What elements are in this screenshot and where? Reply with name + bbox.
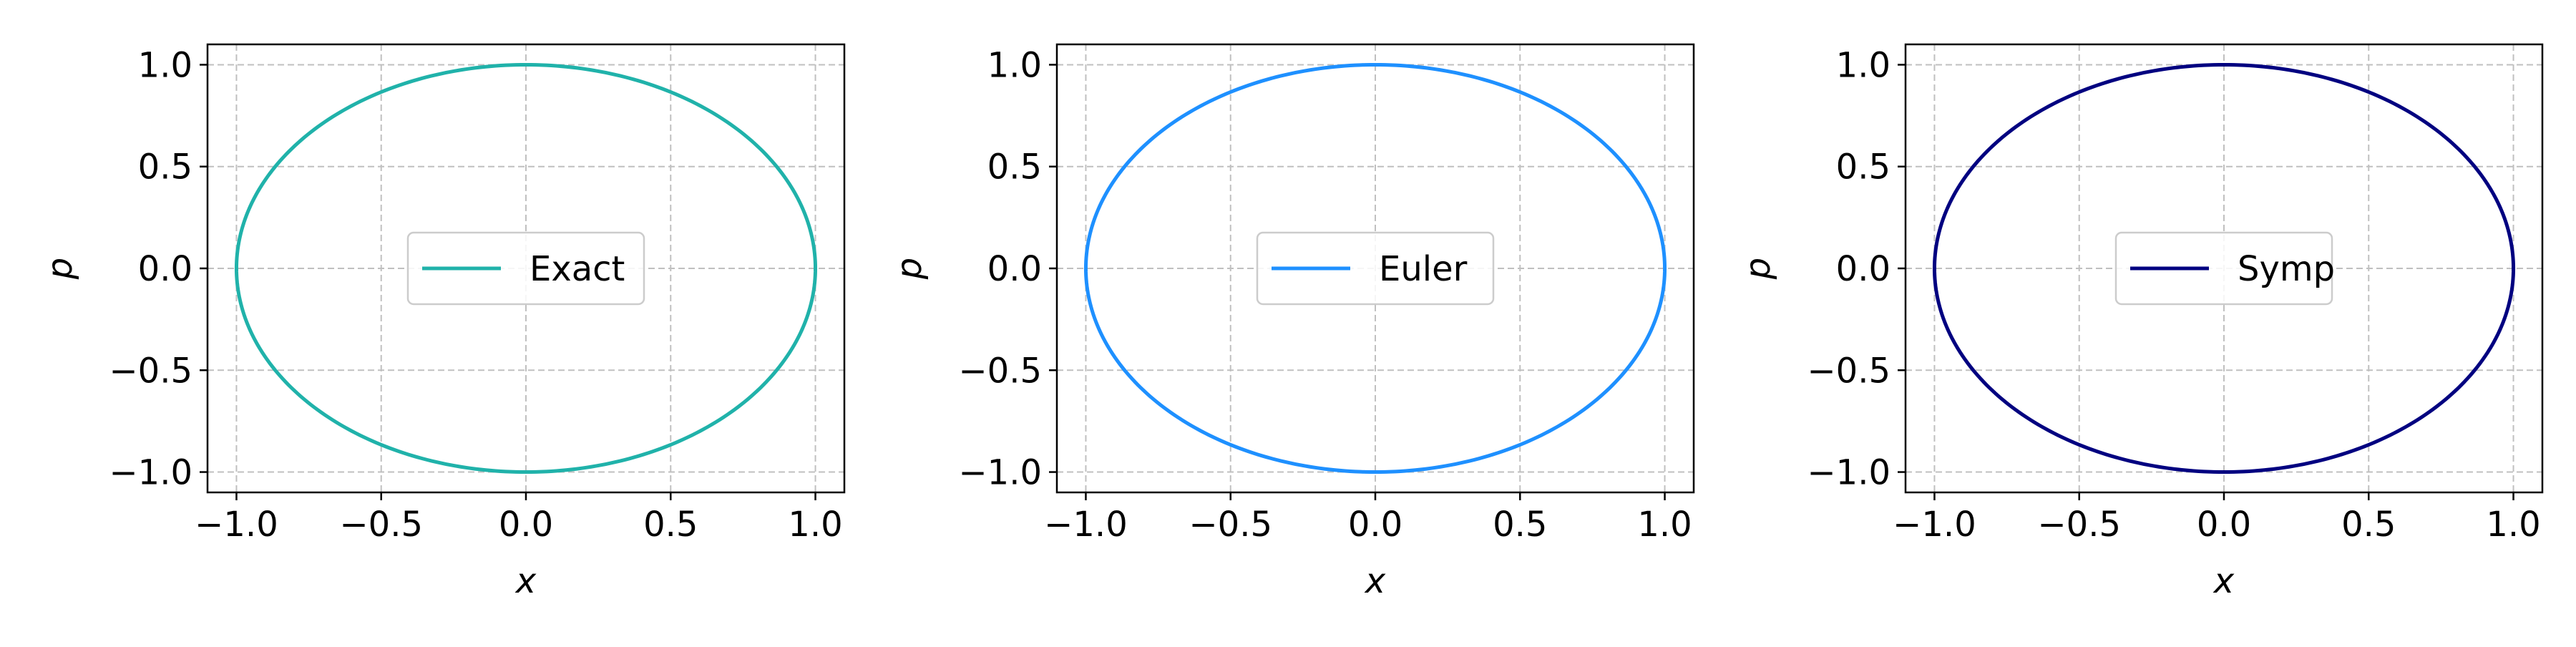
- y-tick-label: 0.0: [1836, 249, 1890, 289]
- legend-label: Symp: [2238, 249, 2335, 289]
- x-tick-label: −1.0: [1893, 505, 1976, 545]
- legend-label: Exact: [530, 249, 625, 289]
- legend-box: [2114, 231, 2333, 306]
- y-tick-label: 0.5: [1836, 147, 1890, 188]
- y-tick-label: 0.0: [987, 249, 1042, 289]
- y-tick-label: −0.5: [958, 351, 1042, 391]
- y-tick-label: 1.0: [1836, 45, 1890, 85]
- chart-panel-2: −1.0 −0.5 0.0 0.5 1.0 −1.0 −0.5 0.0 0.5 1.0 x p Eule…: [889, 43, 1695, 601]
- x-tick-label: 0.0: [2197, 505, 2251, 545]
- x-tick-label: 0.0: [1348, 505, 1402, 545]
- x-tick-label: −1.0: [195, 505, 278, 545]
- y-tick-label: −0.5: [109, 351, 192, 391]
- chart-panel-1: −1.0 −0.5 0.0 0.5 1.0 −1.0 −0.5 0.0 0.5 1.0 x p Exac…: [40, 43, 846, 601]
- legend: Symp: [2114, 231, 2335, 306]
- series-line-symp: [1932, 62, 2516, 475]
- x-tick-label: 1.0: [1637, 505, 1692, 545]
- y-tick-label: −1.0: [958, 453, 1042, 493]
- x-tick-label: 1.0: [2486, 505, 2540, 545]
- legend: Euler: [1256, 231, 1495, 306]
- y-tick-label: 0.0: [138, 249, 192, 289]
- chart-panel-3: −1.0 −0.5 0.0 0.5 1.0 −1.0 −0.5 0.0 0.5 1.0 x p Symp: [1738, 43, 2544, 601]
- x-tick-label: 0.5: [1493, 505, 1547, 545]
- x-tick-label: 0.5: [2341, 505, 2396, 545]
- y-tick-label: 0.5: [987, 147, 1042, 188]
- x-axis-label: x: [1364, 561, 1386, 601]
- x-tick-label: −0.5: [1189, 505, 1272, 545]
- series-line-exact: [234, 62, 818, 475]
- y-tick-label: −0.5: [1807, 351, 1890, 391]
- legend-label: Euler: [1379, 249, 1468, 289]
- x-axis-label: x: [2212, 561, 2235, 601]
- y-axis-label: p: [40, 258, 80, 280]
- y-tick-label: 1.0: [138, 45, 192, 85]
- legend-box: [406, 231, 645, 306]
- legend-box: [1256, 231, 1495, 306]
- y-tick-label: −1.0: [1807, 453, 1890, 493]
- x-tick-label: 0.0: [499, 505, 553, 545]
- x-tick-label: 0.5: [643, 505, 698, 545]
- y-tick-label: 0.5: [138, 147, 192, 188]
- x-tick-label: −0.5: [2037, 505, 2121, 545]
- x-tick-label: 1.0: [788, 505, 842, 545]
- x-axis-label: x: [514, 561, 537, 601]
- y-axis-label: p: [1738, 258, 1778, 280]
- legend: Exact: [406, 231, 645, 306]
- y-tick-label: −1.0: [109, 453, 192, 493]
- x-tick-label: −1.0: [1044, 505, 1128, 545]
- y-tick-label: 1.0: [987, 45, 1042, 85]
- y-axis-label: p: [889, 258, 930, 280]
- x-tick-label: −0.5: [339, 505, 423, 545]
- series-line-euler: [1083, 62, 1667, 475]
